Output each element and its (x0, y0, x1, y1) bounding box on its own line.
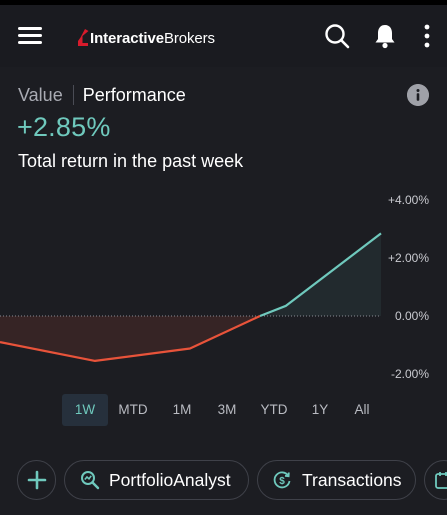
performance-header: Value Performance (18, 84, 438, 106)
total-return-value: +2.85% (17, 112, 111, 142)
view-tabs: Value Performance (18, 84, 438, 106)
calendar-icon (435, 472, 447, 489)
tab-value[interactable]: Value (18, 84, 63, 105)
info-icon[interactable] (407, 84, 429, 106)
performance-chart: +4.00% +2.00% 0.00% -2.00% (0, 193, 429, 381)
app-header: InteractiveBrokers (0, 5, 447, 67)
range-3m[interactable]: 3M (217, 402, 237, 417)
quick-actions-bar: PortfolioAnalyst $ Transactions (0, 458, 447, 502)
svg-text:$: $ (279, 476, 285, 487)
range-ytd[interactable]: YTD (260, 402, 288, 417)
time-range-selector: 1W MTD 1M 3M YTD 1Y All (62, 394, 384, 426)
range-1w[interactable]: 1W (62, 394, 108, 426)
brand-name: InteractiveBrokers (90, 29, 215, 47)
total-return-label: Total return in the past week (18, 151, 244, 171)
search-icon[interactable] (323, 22, 351, 50)
status-strip (0, 0, 447, 5)
brand-logo: InteractiveBrokers (76, 27, 215, 49)
plus-icon (27, 470, 46, 490)
transactions-button[interactable]: $ Transactions (257, 460, 416, 500)
range-all[interactable]: All (354, 402, 370, 417)
transactions-label: Transactions (302, 469, 402, 490)
portfolio-analyst-label: PortfolioAnalyst (109, 469, 231, 490)
tab-divider (72, 85, 74, 105)
negative-line (0, 315, 261, 362)
dollar-cycle-icon: $ (273, 471, 291, 489)
brand-mark-icon (78, 29, 89, 46)
portfolio-analyst-button[interactable]: PortfolioAnalyst (64, 460, 249, 500)
hamburger-menu-icon[interactable] (18, 25, 44, 47)
y-tick-label: 0.00% (395, 309, 429, 323)
range-mtd[interactable]: MTD (118, 402, 148, 417)
tab-performance[interactable]: Performance (82, 84, 186, 105)
add-button[interactable] (17, 460, 56, 500)
range-1y[interactable]: 1Y (311, 402, 329, 417)
y-tick-label: -2.00% (391, 367, 429, 381)
negative-area (0, 316, 260, 361)
range-1m[interactable]: 1M (172, 402, 192, 417)
positive-area (260, 233, 381, 316)
positive-line (259, 232, 382, 318)
bell-icon[interactable] (371, 22, 399, 50)
magnifier-chart-icon (81, 471, 100, 490)
y-tick-label: +4.00% (388, 193, 429, 207)
more-options-icon[interactable] (413, 22, 441, 50)
calendar-button[interactable] (424, 460, 447, 500)
y-tick-label: +2.00% (388, 251, 429, 265)
